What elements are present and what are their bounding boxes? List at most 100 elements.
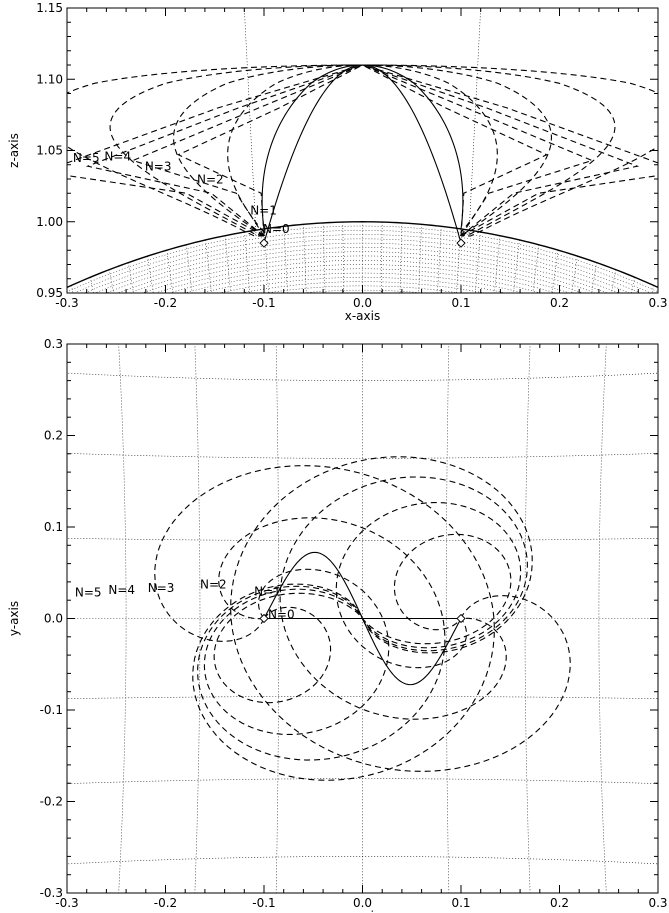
loop-spread-N2-right bbox=[362, 64, 548, 237]
x-tick-label: -0.3 bbox=[55, 896, 78, 910]
grid-line bbox=[67, 453, 658, 459]
y-tick-label: 0.0 bbox=[44, 612, 63, 626]
surface-latitude-line bbox=[67, 225, 658, 293]
loop-spread-N3-left bbox=[131, 64, 363, 237]
curve-label: N=0 bbox=[263, 222, 290, 236]
top-plot-area bbox=[67, 8, 658, 293]
surface-latitude-line bbox=[218, 277, 507, 293]
curve-label: N=5 bbox=[75, 586, 102, 600]
surface-meridian-line bbox=[283, 226, 288, 293]
grid-line bbox=[67, 856, 658, 865]
x-axis-title: x-axis bbox=[345, 309, 380, 323]
loop-spread-N5-right bbox=[362, 64, 658, 237]
footpoint-marker bbox=[456, 238, 466, 248]
loop-spread-N5-left bbox=[67, 64, 363, 237]
surface-meridian-line bbox=[437, 226, 442, 293]
loop-spread-N3-right bbox=[362, 64, 594, 237]
grid-line bbox=[118, 344, 127, 893]
surface-meridian-line bbox=[591, 262, 597, 293]
surface-meridian-line bbox=[303, 224, 307, 293]
surface-meridian-line bbox=[322, 222, 326, 293]
y-tick-label: 0.2 bbox=[44, 429, 63, 443]
x-tick-label: -0.2 bbox=[154, 296, 177, 310]
surface-latitude-line bbox=[94, 238, 631, 293]
loop-N1 bbox=[263, 551, 462, 686]
surface-meridian-line bbox=[532, 244, 540, 293]
surface-meridian-line bbox=[475, 231, 481, 293]
surface-latitude-line bbox=[183, 268, 542, 293]
curve-label: N=5 bbox=[73, 151, 100, 165]
solar-limb bbox=[67, 221, 658, 289]
curve-label: N=2 bbox=[197, 172, 224, 186]
curve-label: N=1 bbox=[254, 585, 281, 599]
x-tick-label: 0.3 bbox=[648, 896, 667, 910]
bottom-panel-xy: N=5 N=4 N=3 N=2 N=1 N=0 -0.3 -0.2 -0.1 0.0 0.1 0.2 0… bbox=[7, 337, 668, 913]
curve-label: N=3 bbox=[145, 159, 172, 173]
x-tick-label: 0.3 bbox=[648, 296, 667, 310]
surface-latitude-line bbox=[116, 247, 609, 293]
surface-meridian-line bbox=[342, 222, 345, 293]
curve-label: N=4 bbox=[108, 583, 135, 597]
surface-meridian-line bbox=[109, 269, 114, 293]
grid-line bbox=[67, 778, 658, 784]
surface-latitude-line bbox=[239, 281, 486, 293]
y-tick-label: 0.3 bbox=[44, 337, 63, 351]
x-axis-title: x-axis bbox=[345, 909, 380, 913]
x-tick-label: -0.1 bbox=[252, 296, 275, 310]
footpoint-marker bbox=[259, 613, 269, 624]
loop-N5 bbox=[67, 64, 658, 237]
y-tick-label: -0.2 bbox=[40, 795, 63, 809]
surface-meridian-line bbox=[513, 239, 520, 293]
x-tick-label: 0.1 bbox=[451, 296, 470, 310]
x-tick-label: -0.1 bbox=[252, 896, 275, 910]
loop-N3 bbox=[172, 64, 553, 237]
x-tick-label: -0.2 bbox=[154, 896, 177, 910]
y-axis-title: y-axis bbox=[7, 601, 21, 636]
grid-line bbox=[67, 537, 658, 542]
surface-meridian-line bbox=[244, 231, 250, 293]
y-tick-label: 0.1 bbox=[44, 520, 63, 534]
x-tick-label: 0.0 bbox=[353, 896, 372, 910]
y-tick-label: 0.95 bbox=[36, 286, 63, 300]
y-tick-label: -0.1 bbox=[40, 703, 63, 717]
surface-meridian-line bbox=[380, 222, 383, 293]
curve-label: N=2 bbox=[200, 577, 227, 591]
grid-line bbox=[67, 372, 658, 381]
loop-spread-N2-left bbox=[177, 64, 363, 237]
top-panel-xz: N=5 N=4 N=3 N=2 N=1 N=0 -0.3 -0.2 -0.1 0.0 0.1 0.2 0… bbox=[7, 1, 668, 323]
loop-N0 bbox=[263, 64, 462, 244]
surface-latitude-line bbox=[141, 255, 584, 293]
surface-meridian-line bbox=[205, 239, 212, 293]
x-tick-label: 0.0 bbox=[353, 296, 372, 310]
surface-latitude-line bbox=[73, 230, 652, 293]
loop-N2 bbox=[227, 64, 498, 233]
surface-latitude-line bbox=[128, 251, 597, 293]
x-tick-label: 0.2 bbox=[550, 296, 569, 310]
y-tick-label: 1.00 bbox=[36, 215, 63, 229]
curve-label: N=4 bbox=[104, 149, 131, 163]
bottom-plot-area bbox=[67, 344, 658, 893]
y-tick-label: 1.10 bbox=[36, 72, 63, 86]
x-tick-label: -0.3 bbox=[55, 296, 78, 310]
curve-label: N=1 bbox=[250, 204, 277, 218]
surface-latitude-line bbox=[154, 259, 571, 293]
y-axis-title: z-axis bbox=[7, 133, 21, 168]
y-tick-label: 1.15 bbox=[36, 1, 63, 15]
surface-meridian-line bbox=[224, 235, 231, 293]
curve-label: N=0 bbox=[268, 608, 295, 622]
loop-N5 bbox=[154, 456, 571, 781]
footpoint-marker bbox=[259, 238, 269, 248]
surface-meridian-line bbox=[399, 222, 403, 293]
surface-meridian-line bbox=[418, 224, 422, 293]
x-tick-label: 0.1 bbox=[451, 896, 470, 910]
curve-label: N=3 bbox=[148, 581, 175, 595]
loop-spread-N4-right bbox=[362, 64, 640, 237]
grid-line bbox=[67, 695, 658, 700]
y-tick-label: -0.3 bbox=[40, 886, 63, 900]
x-tick-label: 0.2 bbox=[550, 896, 569, 910]
y-tick-label: 1.05 bbox=[36, 144, 63, 158]
surface-meridian-line bbox=[494, 235, 501, 293]
loop-spread-N4-left bbox=[85, 64, 363, 237]
footpoint-marker bbox=[456, 613, 466, 624]
